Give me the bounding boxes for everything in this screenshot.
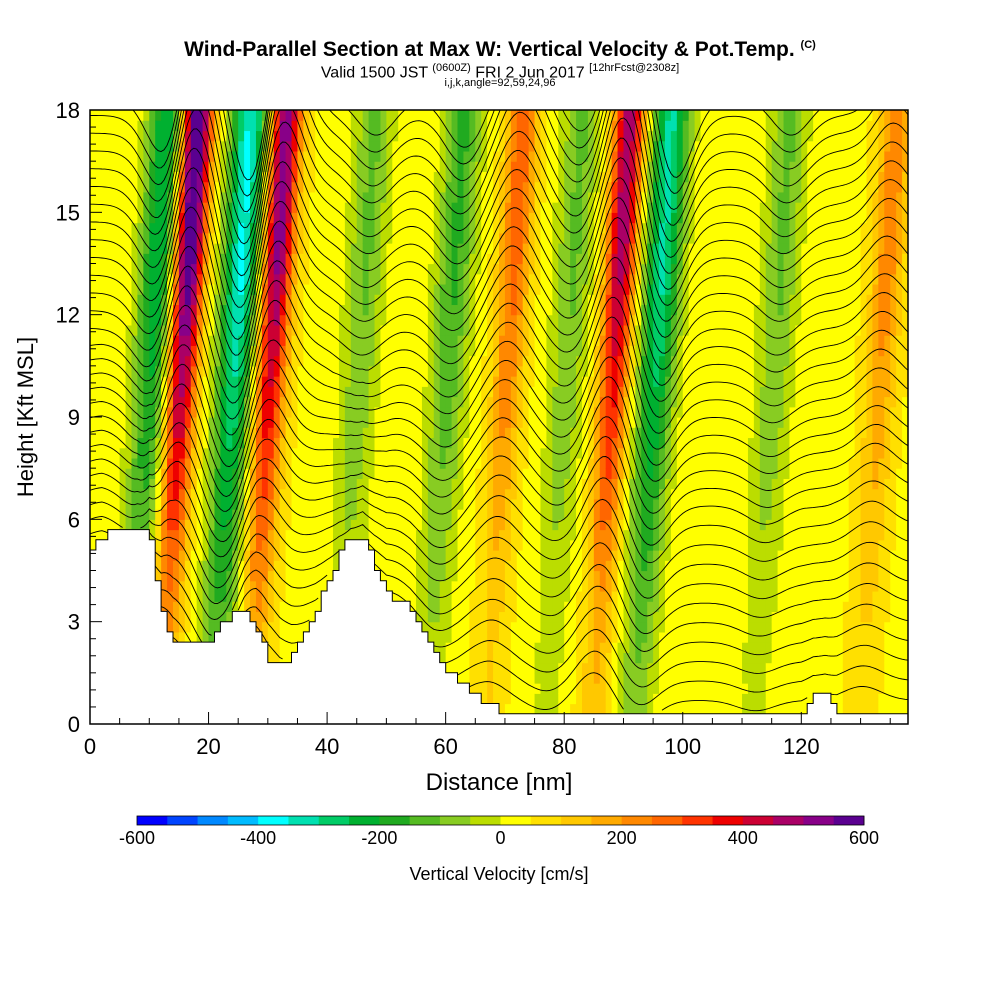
x-tick-label: 100 — [664, 734, 701, 759]
colorbar-tick-label: 400 — [728, 828, 758, 848]
colorbar-tick-label: -600 — [119, 828, 155, 848]
colorbar-swatch — [651, 816, 683, 825]
y-axis: 0 3 6 9 12 15 18 — [56, 98, 102, 737]
colorbar-swatch — [712, 816, 744, 825]
x-axis-label: Distance [nm] — [426, 769, 573, 796]
colorbar-swatch — [379, 816, 411, 825]
colorbar-label: Vertical Velocity [cm/s] — [409, 864, 588, 884]
section-params: i,j,k,angle=92,59,24,96 — [444, 77, 556, 89]
colorbar-swatch — [682, 816, 713, 825]
y-tick-label: 12 — [56, 303, 80, 328]
colorbar-swatch — [439, 816, 471, 825]
colorbar-swatch — [833, 816, 865, 825]
chart-title: Wind-Parallel Section at Max W: Vertical… — [184, 38, 816, 61]
colorbar-swatch — [500, 816, 532, 825]
colorbar-swatch — [197, 816, 229, 825]
colorbar-tick-label: 0 — [495, 828, 505, 848]
y-tick-label: 15 — [56, 200, 80, 225]
y-tick-label: 18 — [56, 98, 80, 123]
colorbar-swatch — [137, 816, 168, 825]
y-axis-label: Height [Kft MSL] — [13, 337, 38, 497]
x-tick-label: 80 — [552, 734, 576, 759]
colorbar-swatch — [227, 816, 259, 825]
x-tick-label: 0 — [84, 734, 96, 759]
valid-date: FRI 2 Jun 2017 — [475, 64, 585, 82]
colorbar-swatch — [258, 816, 289, 825]
terrain-profile — [90, 529, 908, 724]
colorbar-swatch — [409, 816, 441, 825]
colorbar-swatch — [591, 816, 623, 825]
colorbar-swatch — [470, 816, 501, 825]
colorbar-swatch — [561, 816, 592, 825]
colorbar-swatch — [742, 816, 774, 825]
copyright-mark: (C) — [800, 39, 816, 51]
colorbar-swatch — [621, 816, 653, 825]
y-tick-label: 0 — [68, 712, 80, 737]
colorbar-swatch — [318, 816, 350, 825]
x-tick-label: 40 — [315, 734, 339, 759]
colorbar-swatch — [349, 816, 380, 825]
x-tick-label: 60 — [433, 734, 457, 759]
terrain — [90, 529, 908, 724]
x-axis: 0 20 40 60 80 100 120 — [84, 712, 891, 759]
colorbar-swatch — [773, 816, 804, 825]
colorbar-tick-label: 200 — [607, 828, 637, 848]
colorbar-tick-label: -400 — [240, 828, 276, 848]
colorbar-swatch — [803, 816, 835, 825]
colorbar-swatch — [167, 816, 198, 825]
colorbar: -600 -400 -200 0 200 400 600 — [119, 815, 879, 848]
colorbar-tick-label: -200 — [361, 828, 397, 848]
x-tick-label: 20 — [196, 734, 220, 759]
colorbar-swatch — [288, 816, 320, 825]
x-tick-label: 120 — [783, 734, 820, 759]
forecast-info: [12hrFcst@2308z] — [589, 62, 680, 74]
chart-subtitle: Valid 1500 JST (0600Z) FRI 2 Jun 2017 [1… — [320, 62, 680, 82]
theta-contours — [90, 110, 908, 712]
y-tick-label: 9 — [68, 405, 80, 430]
colorbar-swatch — [530, 816, 562, 825]
valid-utc: (0600Z) — [432, 62, 471, 74]
colorbar-tick-label: 600 — [849, 828, 879, 848]
y-tick-label: 3 — [68, 610, 80, 635]
y-tick-label: 6 — [68, 507, 80, 532]
